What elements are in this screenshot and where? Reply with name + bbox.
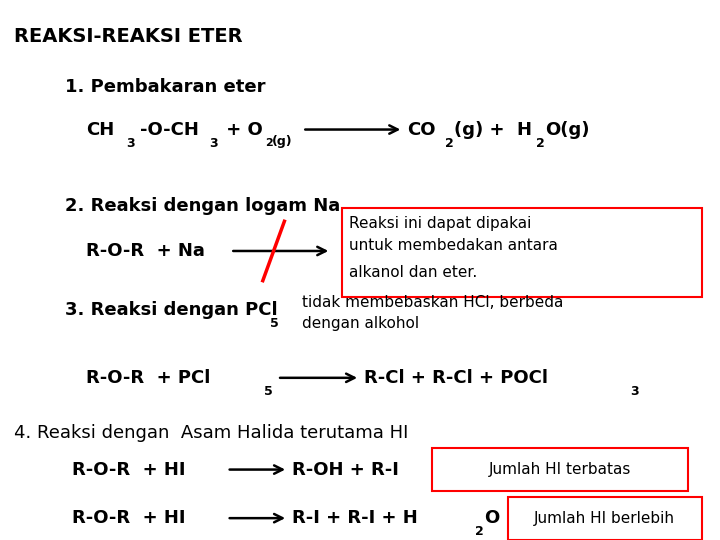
- Text: Jumlah HI berlebih: Jumlah HI berlebih: [534, 511, 675, 525]
- Text: R-Cl + R-Cl + POCl: R-Cl + R-Cl + POCl: [364, 369, 548, 387]
- FancyBboxPatch shape: [432, 448, 688, 491]
- Text: R-I + R-I + H: R-I + R-I + H: [292, 509, 418, 527]
- Text: 2: 2: [265, 138, 273, 148]
- Text: dengan alkohol: dengan alkohol: [302, 316, 420, 332]
- Text: 2: 2: [536, 137, 545, 150]
- Text: CH: CH: [86, 120, 114, 139]
- Text: R-O-R  + HI: R-O-R + HI: [72, 461, 186, 478]
- Text: alkanol dan eter.: alkanol dan eter.: [349, 265, 477, 280]
- Text: tidak membebaskan HCl, berbeda: tidak membebaskan HCl, berbeda: [302, 295, 564, 310]
- Text: O(g): O(g): [545, 120, 590, 139]
- Text: O: O: [484, 509, 499, 527]
- Text: 1. Pembakaran eter: 1. Pembakaran eter: [65, 78, 265, 96]
- Text: 3: 3: [630, 385, 639, 398]
- Text: 3: 3: [209, 137, 217, 150]
- Text: Jumlah HI terbatas: Jumlah HI terbatas: [489, 462, 631, 477]
- Text: 2: 2: [445, 137, 454, 150]
- Text: (g) +  H: (g) + H: [454, 120, 531, 139]
- Text: untuk membedakan antara: untuk membedakan antara: [349, 238, 558, 253]
- Text: R-O-R  + HI: R-O-R + HI: [72, 509, 186, 527]
- Text: 3: 3: [126, 137, 135, 150]
- Text: REAKSI-REAKSI ETER: REAKSI-REAKSI ETER: [14, 27, 243, 46]
- Text: 5: 5: [270, 318, 279, 330]
- Text: CO: CO: [407, 120, 436, 139]
- Text: R-OH + R-I: R-OH + R-I: [292, 461, 398, 478]
- Text: 5: 5: [264, 385, 273, 398]
- Text: (g): (g): [272, 135, 293, 148]
- FancyBboxPatch shape: [508, 497, 702, 540]
- FancyBboxPatch shape: [342, 208, 702, 297]
- Text: 2. Reaksi dengan logam Na: 2. Reaksi dengan logam Na: [65, 197, 340, 215]
- Text: + O: + O: [220, 120, 262, 139]
- Text: 3. Reaksi dengan PCl: 3. Reaksi dengan PCl: [65, 301, 277, 319]
- Text: -O-CH: -O-CH: [140, 120, 199, 139]
- Text: Reaksi ini dapat dipakai: Reaksi ini dapat dipakai: [349, 217, 531, 232]
- Text: 2: 2: [475, 525, 484, 538]
- Text: R-O-R  + PCl: R-O-R + PCl: [86, 369, 211, 387]
- Text: R-O-R  + Na: R-O-R + Na: [86, 242, 205, 260]
- Text: 4. Reaksi dengan  Asam Halida terutama HI: 4. Reaksi dengan Asam Halida terutama HI: [14, 424, 409, 442]
